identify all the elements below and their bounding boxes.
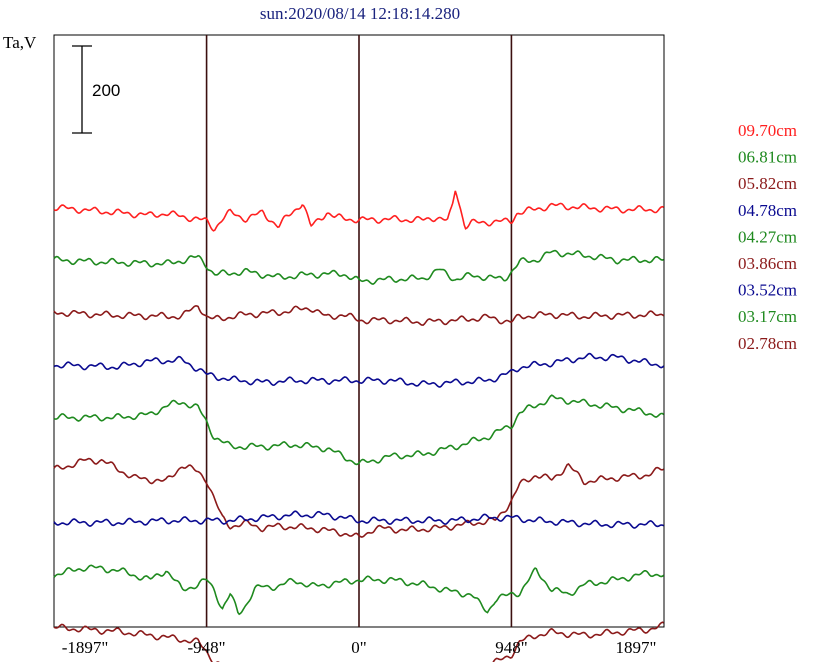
legend-entry-04.27cm: 04.27cm	[738, 227, 797, 246]
series-line-05.82cm	[53, 305, 665, 326]
series-line-04.27cm	[53, 394, 665, 466]
x-tick-label-1: -948"	[188, 638, 226, 657]
series-line-04.78cm	[53, 352, 665, 388]
vertical-markers	[205, 35, 513, 627]
legend-entry-09.70cm: 09.70cm	[738, 121, 797, 140]
legend-entry-03.52cm: 03.52cm	[738, 281, 797, 300]
y-axis-label: Ta,V	[3, 33, 37, 52]
series-line-02.78cm	[53, 621, 664, 662]
legend-entry-06.81cm: 06.81cm	[738, 148, 797, 167]
legend-entry-03.17cm: 03.17cm	[738, 307, 797, 326]
legend-entry-02.78cm: 02.78cm	[738, 334, 797, 353]
legend-entry-04.78cm: 04.78cm	[738, 201, 797, 220]
chart-title: sun:2020/08/14 12:18:14.280	[260, 4, 460, 23]
x-tick-label-2: 0"	[351, 638, 366, 657]
legend-entry-03.86cm: 03.86cm	[738, 254, 797, 273]
series-line-09.70cm	[53, 190, 664, 232]
x-tick-label-3: 948"	[495, 638, 527, 657]
scale-bar-label: 200	[92, 81, 120, 100]
scale-bar: 200	[72, 45, 120, 134]
legend-entry-05.82cm: 05.82cm	[738, 174, 797, 193]
series-line-03.86cm	[53, 457, 665, 538]
legend: 09.70cm 06.81cm 05.82cm 04.78cm 04.27cm 03.86…	[738, 121, 797, 353]
x-tick-labels: -1897" -948" 0" 948" 1897"	[62, 638, 657, 657]
series-line-03.52cm	[53, 510, 665, 529]
x-tick-label-4: 1897"	[616, 638, 657, 657]
series-line-03.17cm	[53, 564, 665, 616]
x-tick-label-0: -1897"	[62, 638, 109, 657]
series-line-06.81cm	[53, 249, 664, 285]
series-group	[53, 190, 665, 662]
